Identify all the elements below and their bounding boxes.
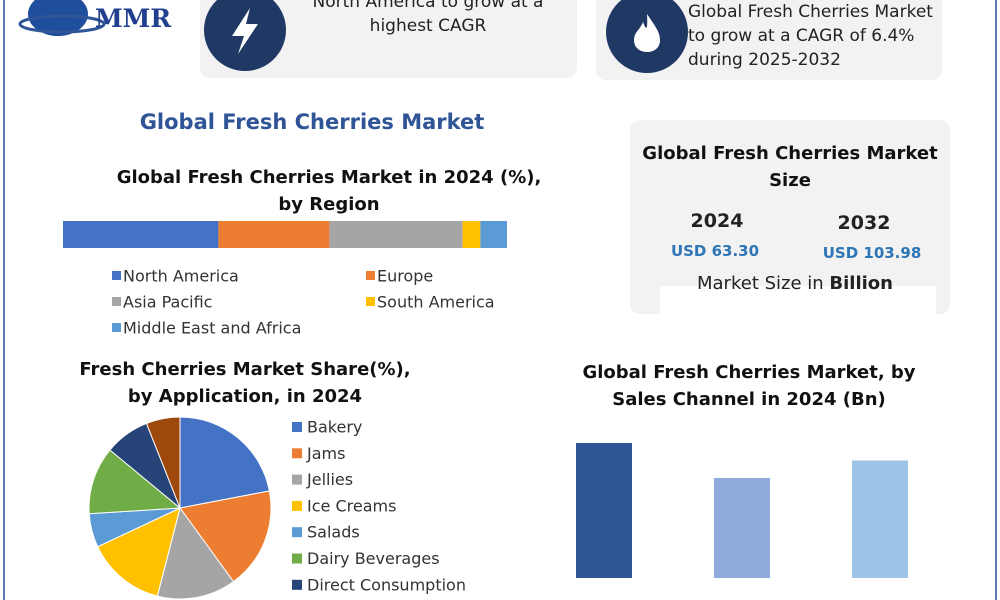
bar-segment — [480, 221, 507, 248]
main-title: Global Fresh Cherries Market — [139, 110, 485, 134]
legend-label: Europe — [377, 267, 433, 286]
bar-segment — [63, 221, 219, 248]
size-value: USD 103.98 — [822, 244, 922, 262]
pie-slice — [88, 449, 182, 515]
unit-prefix: Market Size in — [697, 273, 830, 294]
market-size-box — [630, 120, 950, 314]
legend-label: Salads — [307, 523, 360, 542]
bolt-icon — [232, 8, 258, 54]
bar-segment — [218, 221, 330, 248]
legend-swatch — [292, 553, 302, 564]
bar-segment — [462, 221, 481, 248]
pie-slice — [156, 506, 235, 600]
year: 2024 — [690, 210, 744, 232]
logo-text: MMR — [95, 4, 172, 33]
legend-label: Ice Creams — [307, 496, 396, 515]
unit-note: Market Size in Billion — [640, 273, 950, 294]
legend-swatch — [292, 579, 302, 590]
logo-ring — [18, 14, 106, 34]
pie-slice — [96, 507, 181, 597]
legend-label: Bakery — [307, 418, 362, 437]
pie-slice — [179, 490, 272, 583]
legend-swatch — [366, 297, 375, 306]
card — [200, 0, 577, 78]
legend-label: Jams — [306, 444, 345, 463]
unit: Billion — [829, 273, 893, 294]
legend-label: Asia Pacific — [123, 293, 212, 312]
legend-swatch — [292, 448, 302, 459]
legend-label: Jellies — [306, 470, 353, 489]
legend-label: Dairy Beverages — [307, 549, 440, 568]
legend-swatch — [112, 271, 121, 280]
legend-label: Direct Consumption — [307, 575, 466, 594]
legend-swatch — [366, 271, 375, 280]
pie-slice — [179, 416, 270, 509]
chart-title: Global Fresh Cherries Market in 2024 (%)… — [116, 167, 542, 215]
year: 2032 — [837, 212, 891, 234]
box-strip — [660, 286, 936, 314]
chart-title: Fresh Cherries Market Share(%), by Appli… — [79, 359, 411, 407]
legend-swatch — [292, 500, 302, 511]
chart-title: Global Fresh Cherries Market, by Sales C… — [582, 362, 916, 410]
size-value: USD 63.30 — [670, 242, 760, 260]
legend-swatch — [292, 422, 302, 432]
bar — [852, 460, 908, 578]
legend-label: North America — [123, 267, 239, 286]
legend-label: South America — [377, 293, 495, 312]
box-title: Global Fresh Cherries Market Size — [642, 143, 938, 191]
legend-swatch — [292, 474, 302, 485]
card-text: North America to grow at a highest CAGR — [312, 0, 544, 36]
bar — [714, 478, 770, 578]
legend-swatch — [112, 297, 121, 306]
bar-segment — [329, 221, 463, 248]
legend-swatch — [292, 527, 302, 538]
flame-icon — [634, 14, 660, 52]
pie-slice — [145, 416, 181, 509]
logo-globe — [28, 0, 88, 36]
card-text: Global Fresh Cherries Market to grow at … — [688, 2, 933, 70]
bar — [576, 443, 632, 578]
legend-swatch — [112, 323, 121, 332]
legend-label: Middle East and Africa — [123, 319, 301, 338]
